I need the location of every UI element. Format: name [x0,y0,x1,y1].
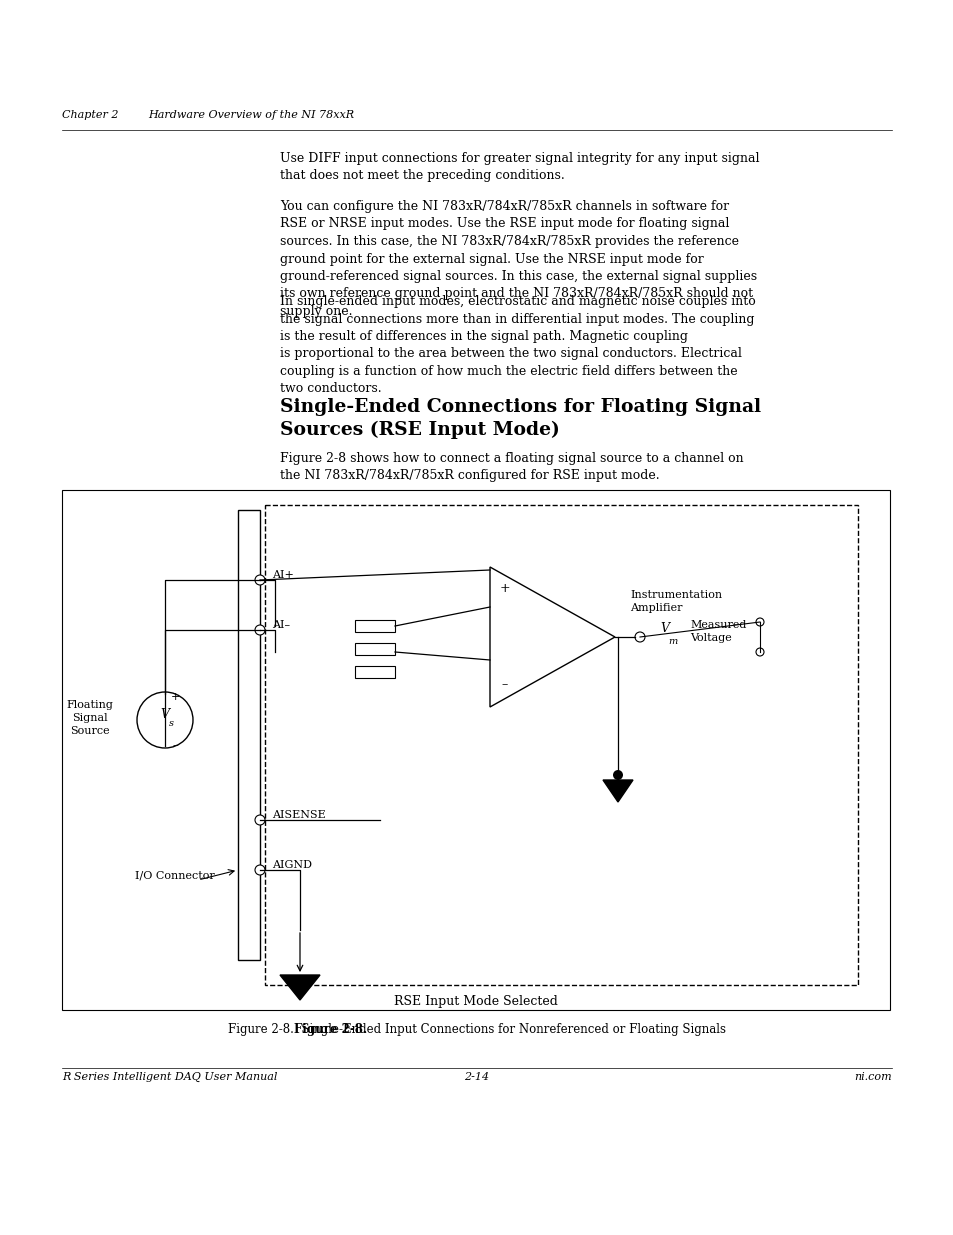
Text: –: – [501,678,508,692]
Circle shape [254,625,265,635]
Text: V: V [659,622,668,636]
Text: –: – [172,740,177,750]
Bar [62,490,889,1010]
Text: You can configure the NI 783xR/784xR/785xR channels in software for
RSE or NRSE : You can configure the NI 783xR/784xR/785… [280,200,757,317]
Circle shape [755,618,763,626]
Circle shape [254,864,265,876]
Text: Floating
Signal
Source: Floating Signal Source [67,700,113,736]
Circle shape [137,692,193,748]
Bar [355,643,395,655]
Text: V: V [160,709,170,721]
Text: I/O Connector: I/O Connector [135,869,214,881]
Circle shape [755,648,763,656]
Text: AISENSE: AISENSE [272,810,325,820]
Text: R Series Intelligent DAQ User Manual: R Series Intelligent DAQ User Manual [62,1072,277,1082]
Text: Chapter 2: Chapter 2 [62,110,118,120]
Text: Measured
Voltage: Measured Voltage [689,620,745,643]
Polygon shape [490,567,615,706]
Bar [237,510,260,960]
Text: +: + [171,692,179,701]
Text: Figure 2-8.  Single-Ended Input Connections for Nonreferenced or Floating Signal: Figure 2-8. Single-Ended Input Connectio… [228,1023,725,1036]
Text: Use DIFF input connections for greater signal integrity for any input signal
tha: Use DIFF input connections for greater s… [280,152,759,183]
Text: In single-ended input modes, electrostatic and magnetic noise couples into
the s: In single-ended input modes, electrostat… [280,295,755,395]
Text: +: + [499,583,510,595]
Text: Hardware Overview of the NI 78xxR: Hardware Overview of the NI 78xxR [148,110,354,120]
Circle shape [254,576,265,585]
Text: Figure 2-8.: Figure 2-8. [294,1023,367,1036]
Text: 2-14: 2-14 [464,1072,489,1082]
Bar [265,505,857,986]
Polygon shape [602,781,633,802]
Text: ni.com: ni.com [854,1072,891,1082]
Text: s: s [169,719,173,727]
Text: RSE Input Mode Selected: RSE Input Mode Selected [394,995,558,1008]
Text: AIGND: AIGND [272,860,312,869]
Circle shape [254,815,265,825]
Text: Figure 2-8 shows how to connect a floating signal source to a channel on
the NI : Figure 2-8 shows how to connect a floati… [280,452,742,483]
Text: Instrumentation
Amplifier: Instrumentation Amplifier [629,590,721,614]
Polygon shape [280,974,319,1000]
Text: m: m [667,636,677,646]
Text: Single-Ended Connections for Floating Signal
Sources (RSE Input Mode): Single-Ended Connections for Floating Si… [280,398,760,438]
Circle shape [635,632,644,642]
Text: AI–: AI– [272,620,290,630]
Text: AI+: AI+ [272,571,294,580]
Bar [355,620,395,632]
Circle shape [613,769,622,781]
Bar [355,666,395,678]
